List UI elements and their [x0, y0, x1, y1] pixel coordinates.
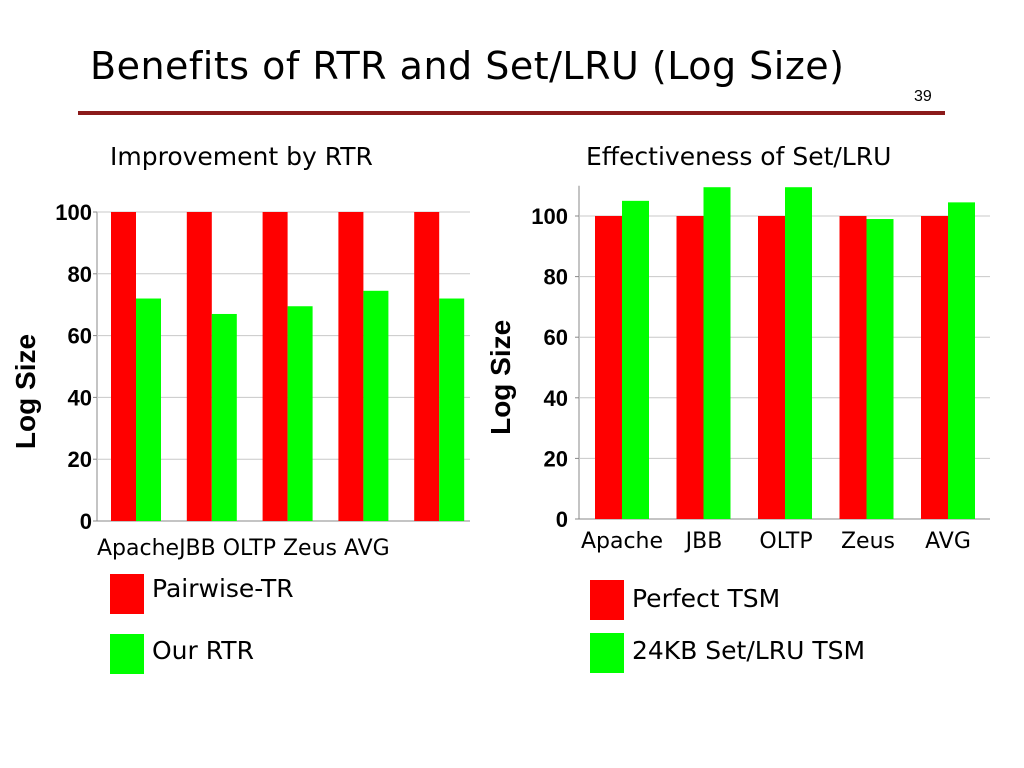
slide-title: Benefits of RTR and Set/LRU (Log Size) — [90, 44, 845, 88]
chart2-bar-oltp-green — [785, 187, 812, 519]
chart2-y-axis-label: Log Size — [485, 320, 516, 435]
chart1-bar-avg-green — [439, 298, 465, 521]
chart2-y-tick-label: 20 — [544, 446, 568, 471]
chart2-x-tick-label: Zeus — [841, 529, 895, 554]
chart1-bar-zeus-green — [363, 290, 389, 521]
legend-swatch-red — [110, 574, 144, 614]
chart1-bar-zeus-red — [338, 212, 364, 521]
title-divider — [78, 111, 945, 115]
page-number: 39 — [914, 88, 932, 105]
chart2-bar-avg-green — [948, 202, 975, 520]
chart1-bar-apache-green — [136, 298, 161, 521]
chart2-x-tick-label: JBB — [684, 529, 723, 554]
chart1-y-tick-label: 40 — [68, 385, 92, 410]
chart1-bar-avg-red — [414, 212, 440, 521]
legend-label: 24KB Set/LRU TSM — [632, 636, 866, 665]
chart1-y-tick-label: 20 — [68, 447, 92, 472]
chart1-title: Improvement by RTR — [110, 142, 373, 171]
chart1-x-tick-labels: ApacheJBB OLTP Zeus AVG — [97, 536, 390, 561]
chart2-bar-avg-red — [921, 216, 948, 519]
chart2-x-tick-label: AVG — [925, 529, 971, 554]
legend-swatch-green — [110, 634, 144, 674]
chart1-bar-jbb-green — [211, 313, 237, 521]
chart2-y-tick-label: 60 — [544, 325, 568, 350]
chart2-y-tick-label: 80 — [544, 265, 568, 290]
legend-label: Pairwise-TR — [152, 574, 294, 603]
chart2-title: Effectiveness of Set/LRU — [586, 142, 892, 171]
legend-swatch-red — [590, 580, 624, 620]
chart2-bar-apache-green — [622, 200, 649, 519]
chart1-y-axis-label: Log Size — [10, 334, 41, 449]
chart2-y-tick-label: 100 — [531, 204, 568, 229]
chart1-bar-oltp-red — [262, 212, 288, 521]
legend-label: Perfect TSM — [632, 584, 781, 613]
chart1-bar-oltp-green — [287, 306, 313, 521]
chart2-x-tick-label: Apache — [581, 529, 663, 554]
chart1-bar-apache-red — [111, 212, 136, 521]
legend-label: Our RTR — [152, 636, 254, 665]
chart2-bar-zeus-green — [866, 219, 894, 519]
chart1-y-tick-label: 0 — [80, 509, 92, 534]
chart2-bar-zeus-red — [839, 216, 867, 519]
chart2-y-tick-label: 40 — [544, 386, 568, 411]
chart1-y-tick-label: 100 — [55, 200, 92, 225]
chart2-bar-apache-red — [595, 216, 622, 519]
chart2-bar-jbb-green — [703, 187, 731, 519]
chart2-y-tick-label: 0 — [556, 507, 568, 532]
chart2-bar-oltp-red — [758, 216, 785, 519]
chart1-y-tick-label: 80 — [68, 262, 92, 287]
chart2-bar-jbb-red — [676, 216, 704, 519]
chart2-x-tick-label: OLTP — [759, 529, 812, 554]
chart1-bar-jbb-red — [186, 212, 212, 521]
legend-swatch-green — [590, 633, 624, 673]
chart1-y-tick-label: 60 — [68, 324, 92, 349]
